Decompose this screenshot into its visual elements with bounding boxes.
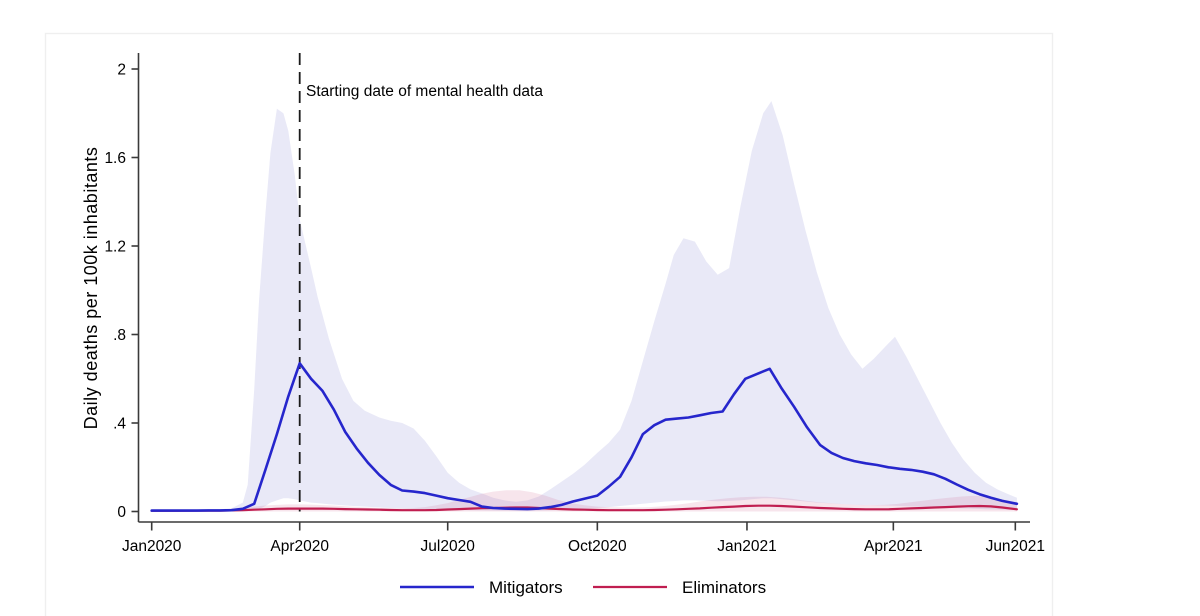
legend: Mitigators Eliminators xyxy=(400,578,766,597)
legend-label-mitigators: Mitigators xyxy=(489,578,563,597)
y-tick-label: 2 xyxy=(117,62,126,79)
confidence-bands xyxy=(151,101,1017,512)
axes: 0 .4 .8 1.2 1.6 2 Jan2020 Apr2020 Jul2020 Oct202… xyxy=(81,53,1045,555)
y-tick-label: 1.2 xyxy=(104,239,126,256)
x-tick-label: Apr2021 xyxy=(864,538,923,555)
x-tick-label: Jul2020 xyxy=(421,538,476,555)
vline-annotation: Starting date of mental health data xyxy=(306,83,543,100)
y-axis-ticks: 0 .4 .8 1.2 1.6 2 xyxy=(104,62,139,521)
x-tick-label: Oct2020 xyxy=(568,538,627,555)
legend-label-eliminators: Eliminators xyxy=(682,578,766,597)
y-tick-label: 0 xyxy=(117,504,126,521)
y-tick-label: .8 xyxy=(113,327,126,344)
data-lines xyxy=(150,362,1019,512)
ci-band-mitigators xyxy=(151,101,1017,512)
x-tick-label: Apr2020 xyxy=(270,538,329,555)
line-eliminators xyxy=(150,504,1018,512)
x-tick-label: Jun2021 xyxy=(986,538,1045,555)
y-tick-label: 1.6 xyxy=(104,150,126,167)
x-axis-ticks: Jan2020 Apr2020 Jul2020 Oct2020 Jan2021 Apr20… xyxy=(122,522,1045,555)
y-axis-title: Daily deaths per 100k inhabitants xyxy=(81,147,101,430)
x-tick-label: Jan2021 xyxy=(717,538,776,555)
line-mitigators xyxy=(150,362,1019,512)
y-tick-label: .4 xyxy=(113,416,126,433)
x-tick-label: Jan2020 xyxy=(122,538,182,555)
figure-border xyxy=(44,32,1054,616)
